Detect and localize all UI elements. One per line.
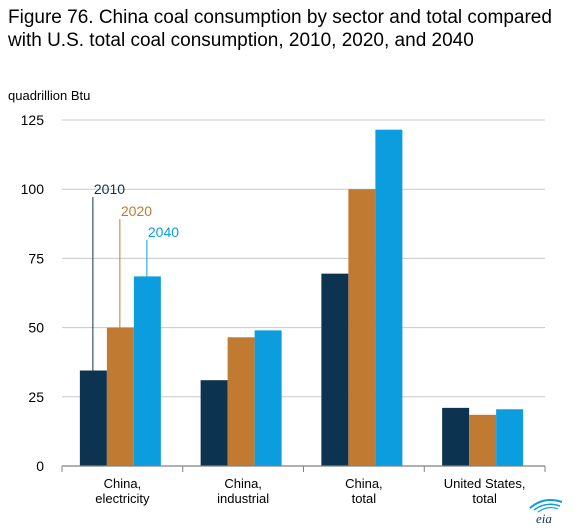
bar	[79, 370, 107, 466]
bar	[200, 380, 228, 466]
x-tick-label: United States, total	[444, 476, 526, 506]
x-tick-label: China, industrial	[217, 476, 269, 506]
bar	[321, 273, 349, 466]
bar	[496, 409, 524, 466]
legend-label: 2040	[148, 224, 179, 240]
y-tick-label: 100	[21, 181, 45, 197]
eia-logo: eia	[522, 498, 566, 526]
svg-text:eia: eia	[536, 511, 552, 526]
bar	[227, 337, 255, 466]
y-tick-label: 25	[28, 389, 44, 405]
bar	[133, 276, 161, 466]
x-tick-label: China, electricity	[95, 476, 150, 506]
bar	[348, 189, 376, 466]
bar	[469, 414, 497, 466]
bar	[442, 407, 470, 466]
x-tick-label: China, total	[345, 476, 383, 506]
legend-label: 2010	[94, 181, 125, 197]
chart-title: Figure 76. China coal consumption by sec…	[8, 7, 552, 51]
legend-label: 2020	[121, 203, 152, 219]
y-axis-unit-label: quadrillion Btu	[8, 88, 91, 103]
y-tick-label: 0	[36, 458, 44, 474]
y-tick-label: 75	[28, 250, 44, 266]
bar	[254, 330, 282, 466]
bar	[106, 327, 134, 466]
y-tick-label: 125	[21, 112, 45, 128]
y-tick-label: 50	[28, 320, 44, 336]
bar	[375, 129, 403, 467]
